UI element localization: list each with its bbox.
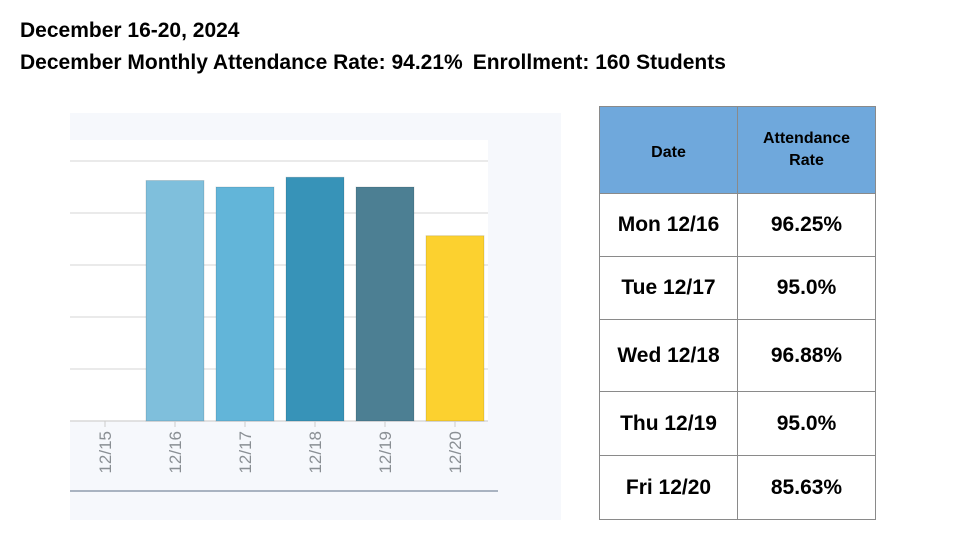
x-tick-label: 12/17 — [236, 431, 255, 474]
row-rate: 85.63% — [737, 455, 876, 520]
row-rate: 95.0% — [737, 256, 876, 320]
bar-12-19 — [355, 186, 415, 422]
table-row: Fri 12/20 85.63% — [599, 455, 876, 520]
attendance-bar-chart: 12/15 12/16 12/17 12/18 12/19 12/20 — [70, 113, 561, 520]
bar-12-16 — [145, 180, 205, 422]
row-rate: 96.25% — [737, 193, 876, 257]
table-row: Wed 12/18 96.88% — [599, 319, 876, 392]
row-date: Mon 12/16 — [599, 193, 738, 257]
plot-area — [70, 140, 488, 421]
row-rate: 95.0% — [737, 391, 876, 456]
x-tick-label: 12/16 — [166, 431, 185, 474]
x-tick-label: 12/19 — [376, 431, 395, 474]
x-tick-label: 12/20 — [446, 431, 465, 474]
column-header-date: Date — [599, 106, 738, 194]
x-tick-label: 12/18 — [306, 431, 325, 474]
bar-12-17 — [215, 186, 275, 422]
bar-12-18 — [285, 176, 345, 422]
x-tick-label: 12/15 — [96, 431, 115, 474]
row-rate: 96.88% — [737, 319, 876, 392]
attendance-table: Date Attendance Rate Mon 12/16 96.25% Tu… — [599, 106, 876, 520]
monthly-attendance-rate: December Monthly Attendance Rate: 94.21% — [20, 51, 463, 74]
table-row: Mon 12/16 96.25% — [599, 193, 876, 257]
row-date: Fri 12/20 — [599, 455, 738, 520]
column-header-attendance-rate: Attendance Rate — [737, 106, 876, 194]
enrollment-count: Enrollment: 160 Students — [472, 51, 726, 74]
row-date: Thu 12/19 — [599, 391, 738, 456]
report-subtitle: December Monthly Attendance Rate: 94.21%… — [20, 51, 736, 75]
table-header-row: Date Attendance Rate — [599, 106, 876, 194]
table-row: Thu 12/19 95.0% — [599, 391, 876, 456]
table-row: Tue 12/17 95.0% — [599, 256, 876, 320]
row-date: Wed 12/18 — [599, 319, 738, 392]
report-title: December 16-20, 2024 — [20, 19, 240, 42]
row-date: Tue 12/17 — [599, 256, 738, 320]
bar-12-20 — [425, 235, 485, 422]
chart-canvas: 12/15 12/16 12/17 12/18 12/19 12/20 — [70, 140, 498, 492]
